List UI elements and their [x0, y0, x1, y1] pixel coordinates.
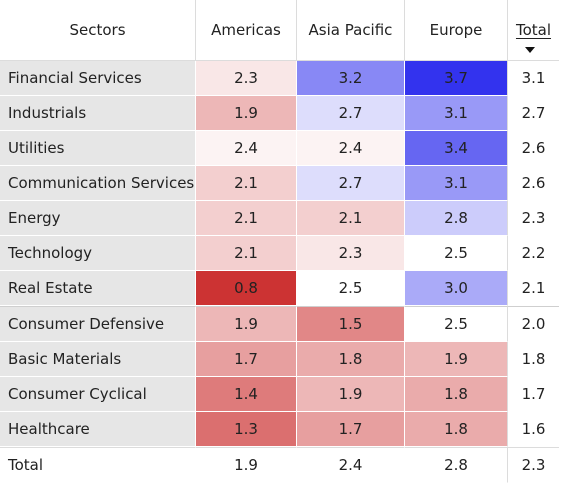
heat-cell-europe[interactable]: 2.5	[404, 306, 507, 342]
asia-pacific-header[interactable]: Asia Pacific	[296, 0, 404, 61]
heat-cell-americas[interactable]: 1.4	[195, 377, 296, 412]
heat-cell-asia-pacific[interactable]: 1.9	[296, 377, 404, 412]
heat-cell-europe[interactable]: 1.8	[404, 412, 507, 447]
table-row[interactable]: Consumer Defensive 1.9 1.5 2.5 2.0	[0, 306, 559, 342]
table-row[interactable]: Industrials 1.9 2.7 3.1 2.7	[0, 96, 559, 131]
table-row[interactable]: Healthcare 1.3 1.7 1.8 1.6	[0, 412, 559, 447]
heat-cell-asia-pacific[interactable]: 2.7	[296, 96, 404, 131]
column-total-cell: 1.9	[195, 447, 296, 483]
row-total-cell: 2.6	[507, 131, 559, 166]
table-row[interactable]: Energy 2.1 2.1 2.8 2.3	[0, 201, 559, 236]
heat-cell-asia-pacific[interactable]: 2.7	[296, 166, 404, 201]
sector-label: Communication Services	[0, 166, 195, 201]
heat-cell-americas[interactable]: 1.9	[195, 96, 296, 131]
row-total-cell: 1.8	[507, 342, 559, 377]
row-total-cell: 2.2	[507, 236, 559, 271]
table-row[interactable]: Consumer Cyclical 1.4 1.9 1.8 1.7	[0, 377, 559, 412]
heat-cell-americas[interactable]: 2.1	[195, 236, 296, 271]
heat-cell-americas[interactable]: 2.1	[195, 166, 296, 201]
heatmap-body: Financial Services 2.3 3.2 3.7 3.1 Industrial…	[0, 61, 559, 483]
sectors-header[interactable]: Sectors	[0, 0, 195, 61]
heat-cell-americas[interactable]: 1.3	[195, 412, 296, 447]
sector-label: Consumer Cyclical	[0, 377, 195, 412]
heat-cell-europe[interactable]: 3.0	[404, 271, 507, 306]
total-header[interactable]: Total	[507, 0, 559, 61]
heat-cell-asia-pacific[interactable]: 3.2	[296, 61, 404, 96]
sector-label: Technology	[0, 236, 195, 271]
heat-cell-asia-pacific[interactable]: 2.5	[296, 271, 404, 306]
total-header-label: Total	[515, 21, 552, 39]
sector-label: Industrials	[0, 96, 195, 131]
sort-descending-icon	[524, 47, 535, 53]
row-total-cell: 1.7	[507, 377, 559, 412]
europe-header[interactable]: Europe	[404, 0, 507, 61]
sector-label: Basic Materials	[0, 342, 195, 377]
grand-total-cell: 2.3	[507, 447, 559, 483]
heat-cell-asia-pacific[interactable]: 2.3	[296, 236, 404, 271]
column-total-cell: 2.8	[404, 447, 507, 483]
heat-cell-europe[interactable]: 2.5	[404, 236, 507, 271]
row-total-cell: 1.6	[507, 412, 559, 447]
heat-cell-americas[interactable]: 2.1	[195, 201, 296, 236]
heat-cell-americas[interactable]: 1.9	[195, 306, 296, 342]
heat-cell-europe[interactable]: 1.8	[404, 377, 507, 412]
sector-label: Financial Services	[0, 61, 195, 96]
row-total-cell: 2.7	[507, 96, 559, 131]
heat-cell-asia-pacific[interactable]: 1.5	[296, 306, 404, 342]
column-total-cell: 2.4	[296, 447, 404, 483]
heat-cell-europe[interactable]: 2.8	[404, 201, 507, 236]
heat-cell-europe[interactable]: 3.7	[404, 61, 507, 96]
heat-cell-asia-pacific[interactable]: 2.1	[296, 201, 404, 236]
table-row[interactable]: Basic Materials 1.7 1.8 1.9 1.8	[0, 342, 559, 377]
sector-label: Utilities	[0, 131, 195, 166]
heat-cell-asia-pacific[interactable]: 1.7	[296, 412, 404, 447]
heat-cell-europe[interactable]: 3.1	[404, 166, 507, 201]
table-row[interactable]: Real Estate 0.8 2.5 3.0 2.1	[0, 271, 559, 306]
totals-label: Total	[0, 447, 195, 483]
row-total-cell: 2.0	[507, 306, 559, 342]
header-row: Sectors Americas Asia Pacific Europe Tot…	[0, 0, 559, 61]
heat-cell-europe[interactable]: 1.9	[404, 342, 507, 377]
sector-label: Consumer Defensive	[0, 306, 195, 342]
row-total-cell: 2.3	[507, 201, 559, 236]
heat-cell-europe[interactable]: 3.1	[404, 96, 507, 131]
table-row[interactable]: Communication Services 2.1 2.7 3.1 2.6	[0, 166, 559, 201]
heat-cell-americas[interactable]: 0.8	[195, 271, 296, 306]
row-total-cell: 3.1	[507, 61, 559, 96]
table-row[interactable]: Technology 2.1 2.3 2.5 2.2	[0, 236, 559, 271]
sector-label: Real Estate	[0, 271, 195, 306]
heat-cell-asia-pacific[interactable]: 1.8	[296, 342, 404, 377]
heat-cell-europe[interactable]: 3.4	[404, 131, 507, 166]
row-total-cell: 2.1	[507, 271, 559, 306]
row-total-cell: 2.6	[507, 166, 559, 201]
heat-cell-americas[interactable]: 1.7	[195, 342, 296, 377]
table-row[interactable]: Utilities 2.4 2.4 3.4 2.6	[0, 131, 559, 166]
heat-cell-americas[interactable]: 2.4	[195, 131, 296, 166]
sector-label: Energy	[0, 201, 195, 236]
table-row[interactable]: Financial Services 2.3 3.2 3.7 3.1	[0, 61, 559, 96]
heat-cell-americas[interactable]: 2.3	[195, 61, 296, 96]
heat-cell-asia-pacific[interactable]: 2.4	[296, 131, 404, 166]
americas-header[interactable]: Americas	[195, 0, 296, 61]
sector-label: Healthcare	[0, 412, 195, 447]
totals-row: Total 1.9 2.4 2.8 2.3	[0, 447, 559, 483]
sector-heatmap-table: Sectors Americas Asia Pacific Europe Tot…	[0, 0, 559, 483]
